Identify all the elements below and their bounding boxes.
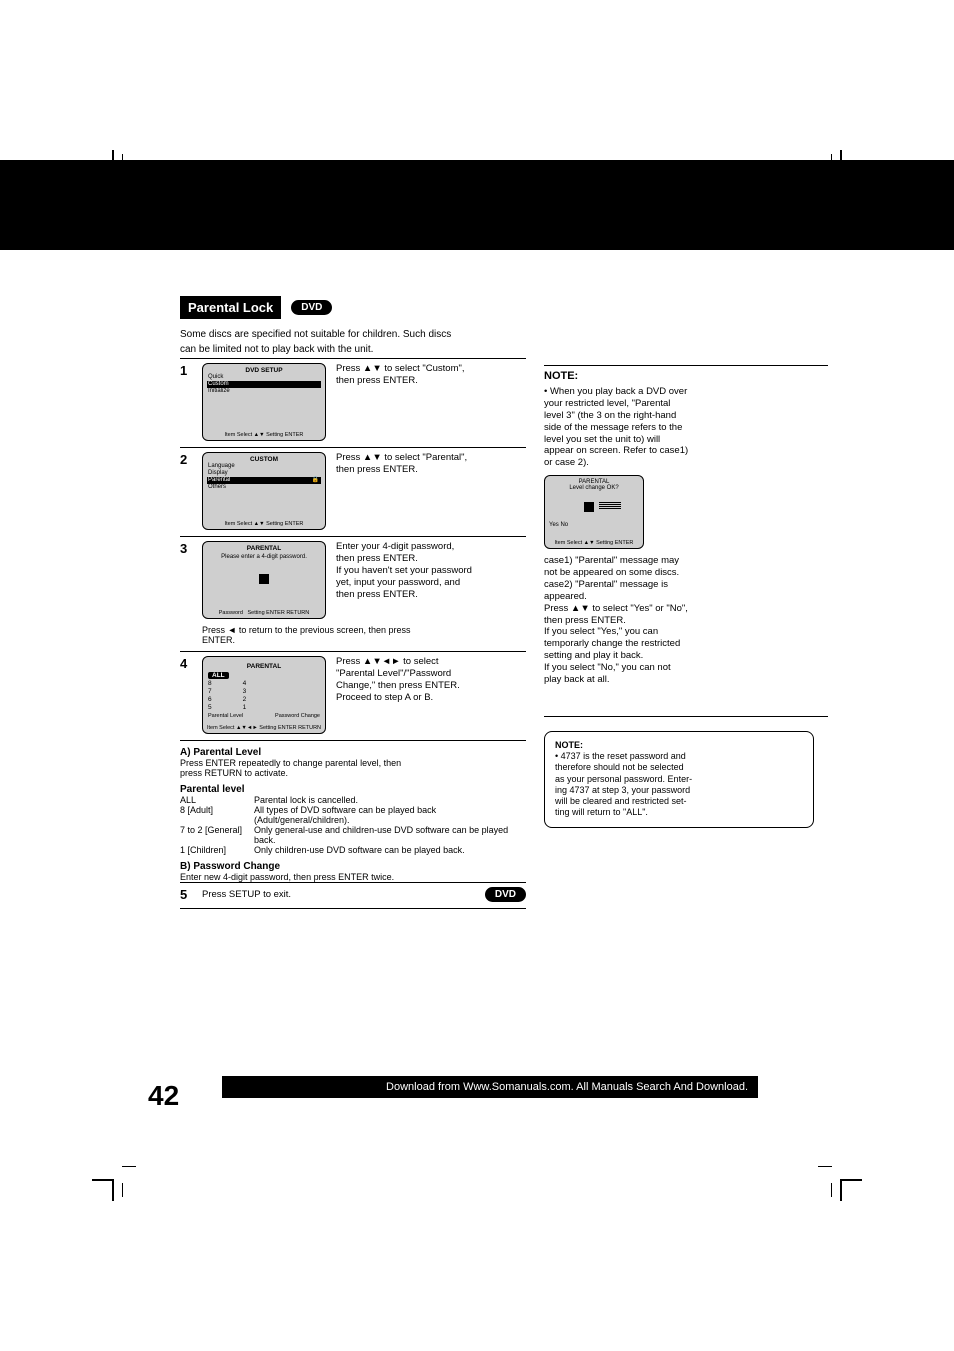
osd4-title: PARENTAL: [208, 663, 320, 670]
section-title-row: Parental Lock DVD: [180, 296, 828, 319]
intro-line-1: Some discs are specified not suitable fo…: [180, 329, 526, 342]
round-note-box: NOTE: • 4737 is the reset password and t…: [544, 731, 814, 828]
password-box-icon: [259, 574, 269, 584]
osd4-br: Password Change: [275, 713, 320, 719]
crop-mark-bottom-left: [92, 1157, 136, 1201]
osd2-foot: Item Select ▲▼ Setting ENTER: [203, 521, 325, 527]
osd1-foot: Item Select ▲▼ Setting ENTER: [203, 432, 325, 438]
step3-after-2: ENTER.: [202, 635, 526, 645]
left-column: Some discs are specified not suitable fo…: [180, 319, 526, 909]
step-1-text: Press ▲▼ to select "Custom", then press …: [336, 363, 526, 441]
right-osd-yesno: Yes No: [549, 522, 568, 528]
crop-mark-bottom-right: [818, 1157, 862, 1201]
osd4-foot: Item Select ▲▼◄► Setting ENTER RETURN: [203, 725, 325, 731]
step-5-row: 5 Press SETUP to exit. DVD: [180, 882, 526, 909]
step-3-row: 3 PARENTAL Please enter a 4-digit passwo…: [180, 536, 526, 651]
right-osd-line2: Level change OK?: [548, 485, 640, 491]
dvd-badge-2: DVD: [485, 887, 526, 902]
right-osd-foot: Item Select ▲▼ Setting ENTER: [545, 540, 643, 546]
footer-strip: Download from Www.Somanuals.com. All Man…: [222, 1076, 758, 1098]
right-osd-square-icon: [584, 502, 594, 512]
step-4-osd: PARENTAL ALL 8 7 6 5 4: [202, 656, 326, 734]
parental-table-title: Parental level: [180, 784, 526, 795]
osd1-row1: Custom: [207, 381, 321, 388]
step-1-row: 1 DVD SETUP Quick Custom Initialize Item…: [180, 358, 526, 447]
step-4-num: 4: [180, 656, 196, 734]
step-2-text: Press ▲▼ to select "Parental", then pres…: [336, 452, 526, 530]
osd2-row3: Others: [207, 484, 321, 491]
step-3-osd: PARENTAL Please enter a 4-digit password…: [202, 541, 326, 619]
lock-icon: 🔒: [312, 477, 319, 484]
osd1-row2: Initialize: [207, 388, 321, 395]
branch-b-heading: B) Password Change: [180, 861, 526, 872]
osd3-subtitle: Please enter a 4-digit password.: [221, 554, 307, 560]
round-note-label: NOTE:: [555, 740, 803, 751]
dvd-badge: DVD: [291, 300, 332, 315]
note-1-cases: case1) "Parental" message may not be app…: [544, 555, 828, 686]
top-black-band: [0, 160, 954, 250]
section-title: Parental Lock: [180, 296, 281, 319]
step-2-osd: CUSTOM Language Display Parental🔒 Others…: [202, 452, 326, 530]
step-2-row: 2 CUSTOM Language Display Parental🔒 Othe…: [180, 447, 526, 536]
intro-line-2: can be limited not to play back with the…: [180, 344, 526, 357]
step-3-num: 3: [180, 541, 196, 619]
right-column: NOTE: • When you play back a DVD over yo…: [544, 319, 828, 909]
note-1-label: NOTE:: [544, 370, 828, 382]
step3-after-1: Press ◄ to return to the previous screen…: [202, 625, 526, 635]
step-1-num: 1: [180, 363, 196, 441]
osd4-bl: Parental Level: [208, 713, 243, 719]
branch-a-heading: A) Parental Level: [180, 747, 526, 758]
page-number: 42: [148, 1080, 179, 1112]
osd3-foot-left: Password: [219, 610, 243, 616]
step-2-num: 2: [180, 452, 196, 530]
branch-a: A) Parental Level Press ENTER repeatedly…: [180, 747, 526, 855]
page-content: Parental Lock DVD Some discs are specifi…: [180, 296, 828, 909]
step-5-text: Press SETUP to exit.: [202, 889, 479, 901]
osd4-alltag: ALL: [208, 672, 229, 679]
step-3-text: Enter your 4-digit password, then press …: [336, 541, 526, 619]
osd2-row1: Display: [207, 470, 321, 477]
step-4-text: Press ▲▼◄► to select "Parental Level"/"P…: [336, 656, 526, 734]
parental-table: ALLParental lock is cancelled. 8 [Adult]…: [180, 795, 526, 855]
osd2-title: CUSTOM: [207, 456, 321, 463]
osd2-row0: Language: [207, 463, 321, 470]
osd1-title: DVD SETUP: [207, 367, 321, 374]
step-4-row: 4 PARENTAL ALL 8 7 6 5: [180, 651, 526, 741]
note-1-text: • When you play back a DVD over your res…: [544, 386, 828, 469]
osd2-row2: Parental🔒: [207, 477, 321, 484]
osd1-row0: Quick: [207, 374, 321, 381]
osd3-foot: Setting ENTER RETURN: [248, 610, 310, 616]
right-note-osd: PARENTAL Level change OK? Yes No Item Se…: [544, 475, 644, 549]
step-1-osd: DVD SETUP Quick Custom Initialize Item S…: [202, 363, 326, 441]
right-osd-bars-icon: [599, 502, 621, 514]
osd3-title: PARENTAL: [247, 545, 281, 552]
step-5-num: 5: [180, 887, 196, 902]
branch-b: B) Password Change Enter new 4-digit pas…: [180, 861, 526, 882]
